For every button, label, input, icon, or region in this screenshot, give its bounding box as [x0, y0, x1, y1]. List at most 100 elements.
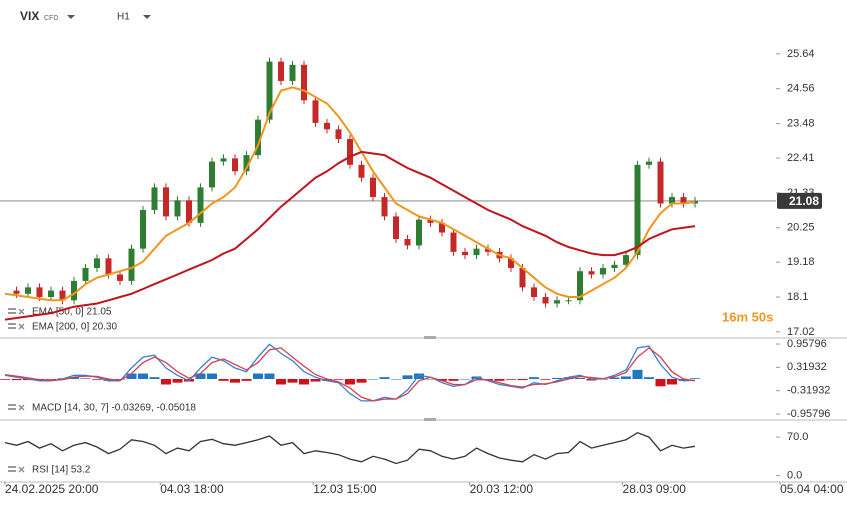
- candle: [669, 197, 675, 204]
- candle: [278, 61, 284, 81]
- remove-icon[interactable]: [18, 323, 25, 330]
- histogram-bar: [667, 379, 677, 385]
- candle: [393, 216, 399, 239]
- legend-icon: [8, 470, 16, 472]
- histogram-bar: [575, 377, 585, 379]
- candle: [577, 271, 583, 301]
- x-tick-label: 20.03 12:00: [470, 482, 534, 496]
- candle: [473, 248, 480, 256]
- histogram-bar: [437, 379, 447, 381]
- candle: [324, 122, 330, 130]
- candle: [232, 158, 238, 172]
- pane-title: RSI [14] 53.2: [32, 465, 91, 476]
- histogram-bar: [287, 379, 298, 383]
- candle: [370, 177, 376, 198]
- legend-icon: [8, 312, 16, 314]
- legend-label: EMA [50, 0] 21.05: [32, 307, 112, 318]
- x-tick-label: 05.04 04:00: [780, 482, 844, 496]
- histogram-bar: [460, 379, 470, 380]
- histogram-bar: [540, 379, 551, 380]
- histogram-bar: [11, 379, 22, 381]
- candle: [634, 164, 641, 256]
- candle: [554, 300, 560, 304]
- timeframe[interactable]: H1: [117, 12, 130, 23]
- legend-label: EMA [200, 0] 20.30: [32, 322, 117, 333]
- instrument-type: CFD: [44, 15, 58, 22]
- candle: [13, 290, 20, 294]
- symbol[interactable]: VIX: [20, 9, 39, 23]
- legend-icon: [8, 327, 16, 329]
- candle: [186, 200, 192, 223]
- histogram-bar: [368, 379, 378, 380]
- symbol-dropdown[interactable]: [67, 15, 75, 19]
- candle: [519, 268, 526, 288]
- y-tick-label: 18.1: [787, 291, 808, 303]
- candle: [542, 297, 549, 304]
- histogram-bar: [621, 376, 631, 379]
- histogram-bar: [195, 373, 206, 379]
- histogram-bar: [207, 373, 217, 379]
- candle: [48, 290, 54, 298]
- histogram-bar: [253, 373, 263, 379]
- y-tick-label: 70.0: [787, 431, 808, 443]
- candle: [611, 264, 618, 269]
- histogram-bar: [299, 379, 309, 385]
- histogram-bar: [92, 379, 102, 380]
- histogram-bar: [126, 373, 137, 379]
- histogram-bar: [356, 379, 367, 383]
- histogram-bar: [345, 379, 355, 385]
- y-tick-label: 0.0: [787, 469, 802, 481]
- histogram-bar: [218, 379, 229, 381]
- series-line: [4, 86, 696, 302]
- pane-resize-handle[interactable]: [424, 336, 436, 339]
- legend-icon: [8, 308, 16, 310]
- candle: [404, 238, 411, 246]
- histogram-bar: [230, 379, 240, 383]
- histogram-bar: [138, 373, 148, 379]
- pane-resize-handle[interactable]: [424, 418, 436, 421]
- candle: [105, 258, 112, 275]
- candle: [485, 248, 491, 252]
- x-tick-label: 24.02.2025 20:00: [5, 482, 99, 496]
- histogram-bar: [632, 369, 643, 379]
- candle: [531, 287, 537, 298]
- histogram-bar: [494, 379, 505, 381]
- candle: [94, 258, 100, 269]
- histogram-bar: [161, 379, 171, 385]
- timeframe-dropdown[interactable]: [143, 15, 151, 19]
- histogram-bar: [391, 379, 401, 380]
- histogram-bar: [69, 377, 79, 379]
- histogram-bar: [0, 379, 10, 380]
- legend-icon: [8, 323, 16, 325]
- histogram-bar: [149, 377, 160, 379]
- y-tick-label: 0.95796: [787, 338, 827, 350]
- remove-icon[interactable]: [18, 308, 25, 315]
- remove-icon[interactable]: [18, 466, 25, 473]
- remove-icon[interactable]: [18, 404, 25, 411]
- histogram-bar: [172, 379, 183, 383]
- candle: [209, 161, 215, 188]
- series-line: [4, 431, 696, 465]
- y-tick-label: 17.02: [787, 326, 815, 338]
- histogram-bar: [80, 378, 91, 379]
- histogram-bar: [517, 379, 528, 381]
- candle: [600, 268, 606, 275]
- candle: [140, 209, 146, 249]
- histogram-bar: [425, 379, 436, 380]
- histogram-bar: [310, 379, 321, 382]
- candle: [82, 268, 89, 281]
- candle: [623, 255, 629, 265]
- histogram-bar: [690, 378, 700, 379]
- series-line: [4, 347, 696, 402]
- candle: [128, 248, 135, 281]
- histogram-bar: [322, 379, 332, 381]
- candle: [25, 287, 31, 294]
- y-tick-label: 23.48: [787, 117, 815, 129]
- y-tick-label: 22.41: [787, 152, 815, 164]
- histogram-bar: [241, 379, 252, 381]
- x-tick-label: 28.03 09:00: [623, 482, 687, 496]
- histogram-bar: [103, 379, 114, 381]
- candle: [151, 187, 158, 210]
